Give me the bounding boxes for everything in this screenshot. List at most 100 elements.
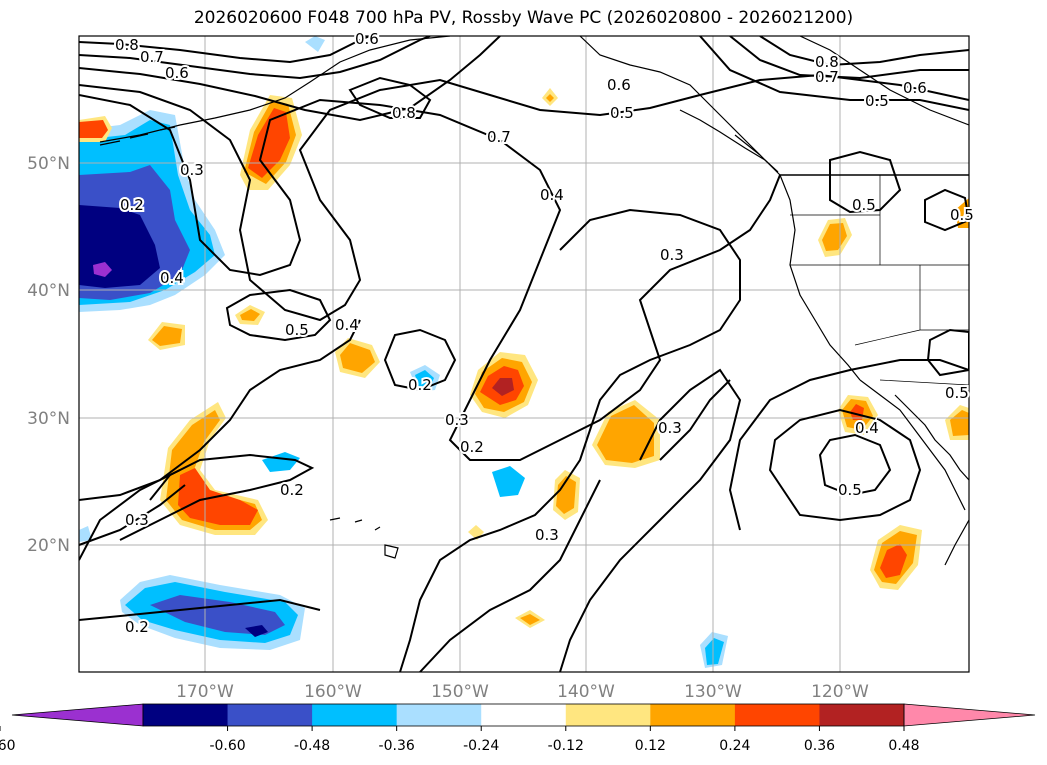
contour-label: 0.7 — [815, 68, 839, 86]
colorbar-tick-label: -0.24 — [463, 738, 499, 754]
colorbar-frame — [142, 703, 905, 727]
coast-mexico — [944, 519, 969, 566]
contour-label: 0.2 — [120, 196, 144, 214]
colorbar-tick-label: -0.36 — [379, 738, 415, 754]
contour-label: 0.5 — [945, 384, 969, 402]
contour-label: 0.3 — [445, 411, 469, 429]
contour-label: 0.8 — [115, 36, 139, 54]
contour-0.6-ne — [699, 36, 969, 111]
pos-patch-h-in — [546, 94, 554, 102]
longitude-labels: 170°W 160°W 150°W 140°W 130°W 120°W — [176, 682, 869, 702]
contour-0.7-ne — [729, 36, 969, 80]
contour-0.8-alaska — [348, 76, 432, 119]
coast-baja — [859, 379, 966, 511]
contour-label: 0.4 — [160, 269, 184, 287]
contour-0.2-left — [119, 453, 315, 541]
contour-0.2-e — [659, 379, 731, 461]
contour-label: 0.4 — [855, 419, 879, 437]
colorbar-segment — [312, 704, 398, 726]
colorbar-tick-label: 0.24 — [719, 738, 750, 754]
neg-patch-4b — [705, 638, 724, 665]
contour-label: 0.2 — [280, 481, 304, 499]
contour-label: 0.8 — [392, 104, 416, 122]
contour-0.7-nw — [79, 36, 431, 80]
pos-patch-a-in — [152, 326, 182, 346]
lon-label: 130°W — [684, 682, 742, 702]
contour-0.2-south — [79, 598, 321, 621]
pos-alaska-inner — [248, 108, 290, 178]
contour-0.5-ne2 — [924, 188, 969, 232]
contour-0.4-e — [926, 328, 969, 377]
contour-label: 0.3 — [658, 419, 682, 437]
contour-0.5-ne — [829, 150, 902, 214]
contour-label: 0.2 — [125, 618, 149, 636]
neg-patch-3 — [492, 466, 525, 497]
contour-0.8-nw — [79, 36, 371, 64]
colorbar-extend-max — [903, 703, 1036, 727]
contour-0.3-sw — [79, 484, 186, 546]
contour-0.2-blob — [383, 328, 457, 392]
colorbar-segment — [227, 704, 313, 726]
contour-label: 0.8 — [815, 53, 839, 71]
lon-label: 150°W — [431, 682, 489, 702]
contour-0.5-closed — [225, 288, 332, 342]
pos-subtrop-core — [492, 378, 514, 396]
colorbar-tick-label: 0.12 — [635, 738, 666, 754]
colorbar-segment — [734, 704, 820, 726]
pos-nw-corner-inner — [79, 120, 108, 138]
lat-label: 40°N — [27, 281, 70, 301]
contour-label: 0.5 — [285, 321, 309, 339]
contour-0.8-ne — [759, 36, 969, 67]
contour-0.6-nw — [79, 36, 501, 122]
colorbar-tick-label: 0.60 — [0, 738, 16, 754]
contour-0.3-center — [399, 208, 741, 672]
colorbar-segment — [143, 704, 229, 726]
contour-label: 0.3 — [125, 511, 149, 529]
colorbar-extend-min — [11, 703, 144, 727]
contour-labels: 0.8 0.7 0.6 0.6 0.8 0.7 0.6 0.5 0.4 0.3 … — [113, 28, 976, 638]
neg-patch-2b — [415, 370, 434, 388]
colorbar-tick-label: -0.60 — [209, 738, 245, 754]
contour-label: 0.3 — [535, 526, 559, 544]
gridlines — [79, 36, 969, 672]
contour-label: 0.5 — [838, 481, 862, 499]
coast-mainland-ak — [799, 36, 969, 126]
map-title: 2026020600 F048 700 hPa PV, Rossby Wave … — [193, 8, 854, 28]
contour-label: 0.4 — [540, 186, 564, 204]
contour-label: 0.6 — [355, 30, 379, 48]
lat-label: 50°N — [27, 154, 70, 174]
contour-0.2-center — [559, 368, 742, 672]
colorbar-tick-label: -0.48 — [294, 738, 330, 754]
neg-patch-5 — [305, 36, 325, 52]
pos-patch-b-in — [240, 309, 260, 321]
contour-label: 0.7 — [487, 128, 511, 146]
lat-label: 20°N — [27, 536, 70, 556]
contour-label: 0.6 — [903, 79, 927, 97]
contour-0.5-mid — [79, 73, 969, 322]
map-background — [79, 36, 969, 672]
colorbar-segment — [565, 704, 651, 726]
map-frame — [78, 35, 970, 673]
pos-patch-d-in — [556, 476, 576, 514]
coast-bc — [679, 109, 779, 173]
colorbar-tick-label: 0.36 — [804, 738, 835, 754]
contour-0.5-baja — [818, 433, 892, 497]
lon-label: 140°W — [557, 682, 615, 702]
contour-label: 0.4 — [335, 316, 359, 334]
contour-0.4-baja — [768, 408, 922, 522]
neg-patch-6 — [79, 526, 92, 542]
lon-label: 120°W — [811, 682, 869, 702]
coast-gulf-ca — [894, 394, 969, 481]
colorbar-segment — [481, 704, 567, 726]
contour-label: 0.6 — [607, 76, 631, 94]
contour-0.3-south — [419, 479, 601, 672]
coast-hawaii — [329, 517, 399, 559]
neg-south-core — [245, 625, 268, 637]
contour-label: 0.5 — [950, 206, 974, 224]
pos-patch-east-in — [950, 410, 969, 436]
contour-0.3-left — [79, 319, 361, 501]
pos-patch-mex-in — [880, 544, 907, 578]
pos-patch-c-in — [340, 343, 375, 373]
latitude-labels: 50°N 40°N 30°N 20°N — [27, 154, 70, 556]
colorbar-segment — [819, 704, 905, 726]
